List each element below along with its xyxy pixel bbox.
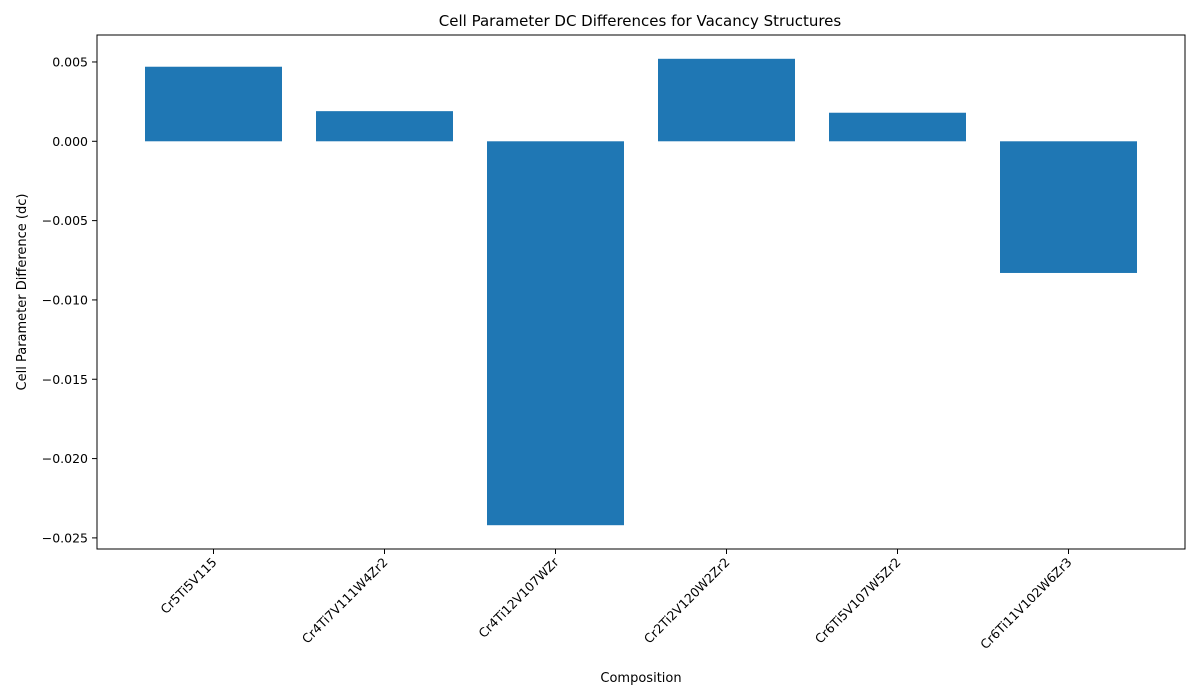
bar-2 [487, 141, 624, 526]
bar-5 [1000, 141, 1137, 273]
y-tick-label: −0.010 [42, 292, 88, 307]
bar-0 [145, 66, 282, 142]
y-axis-label: Cell Parameter Difference (dc) [15, 194, 30, 391]
x-axis-label: Composition [600, 671, 681, 686]
plot-frame [96, 34, 1186, 550]
bars-group [145, 58, 1137, 526]
x-axis-ticks: Cr5Ti5V115 Cr4Ti7V111W4Zr2 Cr4Ti12V107WZr C… [157, 549, 1075, 652]
y-tick-label: −0.020 [42, 451, 88, 466]
y-tick-label: −0.025 [42, 530, 88, 545]
x-tick-label: Cr6Ti11V102W6Zr3 [977, 555, 1074, 652]
bar-4 [829, 112, 966, 142]
bar-3 [658, 58, 795, 142]
y-tick-label: −0.005 [42, 213, 88, 228]
y-tick-label: 0.000 [52, 134, 88, 149]
x-tick-label: Cr5Ti5V115 [157, 555, 219, 617]
x-tick-label: Cr4Ti12V107WZr [475, 554, 562, 641]
x-tick-label: Cr2Ti2V120W2Zr2 [641, 555, 733, 647]
bar-1 [316, 111, 453, 142]
y-tick-label: 0.005 [52, 54, 88, 69]
y-axis-ticks: 0.005 0.000 −0.005 −0.010 −0.015 −0.020 −0.025 [42, 54, 97, 545]
x-tick-label: Cr6Ti5V107W5Zr2 [812, 555, 904, 647]
y-tick-label: −0.015 [42, 372, 88, 387]
x-tick-label: Cr4Ti7V111W4Zr2 [299, 555, 391, 647]
chart-title: Cell Parameter DC Differences for Vacanc… [439, 12, 842, 30]
